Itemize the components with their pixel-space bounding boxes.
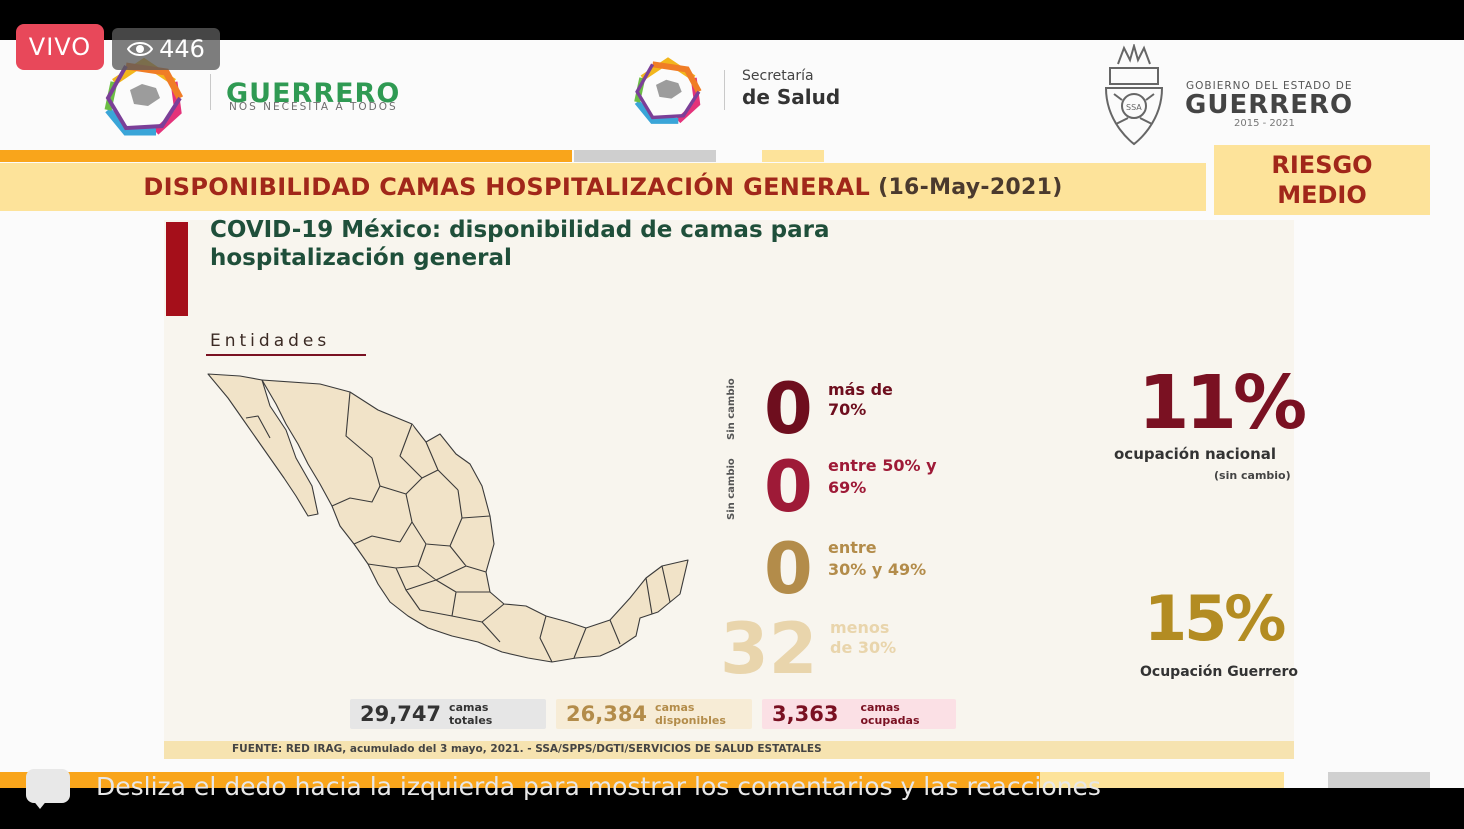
guerrero-logo-name: GUERRERO bbox=[226, 78, 401, 109]
secretaria-star-logo-icon bbox=[634, 57, 702, 124]
viewer-count-value: 446 bbox=[159, 35, 205, 63]
beds-total-value: 29,747 bbox=[360, 702, 442, 726]
level-2-desc-1: entre 50% y bbox=[828, 456, 937, 475]
guerrero-occupancy-value: 15% bbox=[1144, 582, 1286, 655]
beds-occupied-value: 3,363 bbox=[772, 702, 839, 726]
decor-bar-yellow bbox=[762, 150, 824, 162]
beds-available-label: camas disponibles bbox=[655, 701, 726, 727]
risk-line1: RIESGO bbox=[1271, 151, 1373, 179]
national-occupancy-value: 11% bbox=[1138, 360, 1307, 446]
comment-bubble-icon[interactable] bbox=[26, 769, 70, 809]
gobierno-label-line1: GOBIERNO DEL ESTADO DE bbox=[1186, 80, 1353, 92]
level-3-count: 0 bbox=[764, 528, 813, 610]
level-1-count: 0 bbox=[764, 368, 813, 450]
svg-text:SSA: SSA bbox=[1126, 103, 1142, 112]
beds-total-label: camas totales bbox=[449, 701, 492, 727]
beds-total-label-1: camas bbox=[449, 701, 489, 714]
secretaria-label-line1: Secretaría bbox=[742, 68, 814, 84]
beds-total-label-2: totales bbox=[449, 714, 493, 727]
mexico-map-icon bbox=[207, 373, 689, 663]
live-badge: VIVO bbox=[16, 24, 104, 70]
beds-occupied-label-2: ocupadas bbox=[860, 714, 920, 727]
decor-bar-gray bbox=[574, 150, 716, 162]
logo-divider bbox=[724, 70, 725, 110]
beds-total-box: 29,747 camas totales bbox=[350, 699, 546, 729]
decor-bar-bottom-gray bbox=[1328, 772, 1430, 788]
title-accent-bar bbox=[166, 222, 188, 316]
presentation-slide: GUERRERO NOS NECESITA A TODOS Secretaría… bbox=[0, 40, 1464, 788]
beds-available-label-1: camas bbox=[655, 701, 695, 714]
swipe-hint-bar: Desliza el dedo hacia la izquierda para … bbox=[0, 765, 1464, 810]
banner-title: DISPONIBILIDAD CAMAS HOSPITALIZACIÓN GEN… bbox=[143, 173, 871, 201]
national-occupancy-note: (sin cambio) bbox=[1214, 469, 1291, 482]
entidades-underline bbox=[206, 354, 366, 356]
guerrero-logo-tagline: NOS NECESITA A TODOS bbox=[229, 101, 398, 113]
level-4-desc-1: menos bbox=[830, 618, 890, 637]
beds-available-label-2: disponibles bbox=[655, 714, 726, 727]
swipe-hint-text: Desliza el dedo hacia la izquierda para … bbox=[96, 772, 1101, 801]
decor-bar-orange bbox=[0, 150, 572, 162]
beds-available-box: 26,384 camas disponibles bbox=[556, 699, 752, 729]
level-1-note: Sin cambio bbox=[726, 378, 737, 440]
level-3-desc-2: 30% y 49% bbox=[828, 560, 927, 579]
gobierno-label-line2: GUERRERO bbox=[1185, 90, 1354, 120]
level-2-count: 0 bbox=[764, 446, 813, 528]
level-2-desc-2: 69% bbox=[828, 478, 867, 497]
beds-available-value: 26,384 bbox=[566, 702, 648, 726]
level-3-desc-1: entre bbox=[828, 538, 877, 557]
guerrero-occupancy-label: Ocupación Guerrero bbox=[1140, 664, 1298, 680]
gobierno-years: 2015 - 2021 bbox=[1234, 118, 1295, 129]
logo-divider bbox=[210, 74, 211, 110]
decor-bar-bottom-orange bbox=[0, 772, 1040, 788]
level-1-desc-2: 70% bbox=[828, 400, 867, 419]
card-title: COVID-19 México: disponibilidad de camas… bbox=[210, 217, 830, 271]
level-4-desc-2: de 30% bbox=[830, 638, 897, 657]
level-2-note: Sin cambio bbox=[726, 458, 737, 520]
secretaria-label-line2: de Salud bbox=[742, 85, 841, 109]
beds-occupied-label: camas ocupadas bbox=[860, 701, 919, 727]
national-occupancy-label: ocupación nacional bbox=[1114, 445, 1277, 463]
slide-banner: DISPONIBILIDAD CAMAS HOSPITALIZACIÓN GEN… bbox=[0, 163, 1206, 211]
risk-badge: RIESGO MEDIO bbox=[1214, 145, 1430, 215]
banner-date: (16-May-2021) bbox=[878, 174, 1063, 200]
state-coat-of-arms-icon: SSA bbox=[1104, 44, 1164, 146]
source-text: FUENTE: RED IRAG, acumulado del 3 mayo, … bbox=[232, 743, 822, 755]
viewer-count: 446 bbox=[112, 28, 220, 70]
risk-line2: MEDIO bbox=[1277, 181, 1367, 209]
level-4-count: 32 bbox=[720, 608, 818, 690]
beds-occupied-box: 3,363 camas ocupadas bbox=[762, 699, 956, 729]
source-strip: FUENTE: RED IRAG, acumulado del 3 mayo, … bbox=[164, 741, 1294, 759]
decor-bar-bottom-yellow bbox=[1040, 772, 1284, 788]
level-1-desc-1: más de bbox=[828, 380, 893, 399]
entidades-label: Entidades bbox=[210, 331, 331, 351]
beds-occupied-label-1: camas bbox=[860, 701, 900, 714]
eye-icon bbox=[127, 42, 154, 56]
